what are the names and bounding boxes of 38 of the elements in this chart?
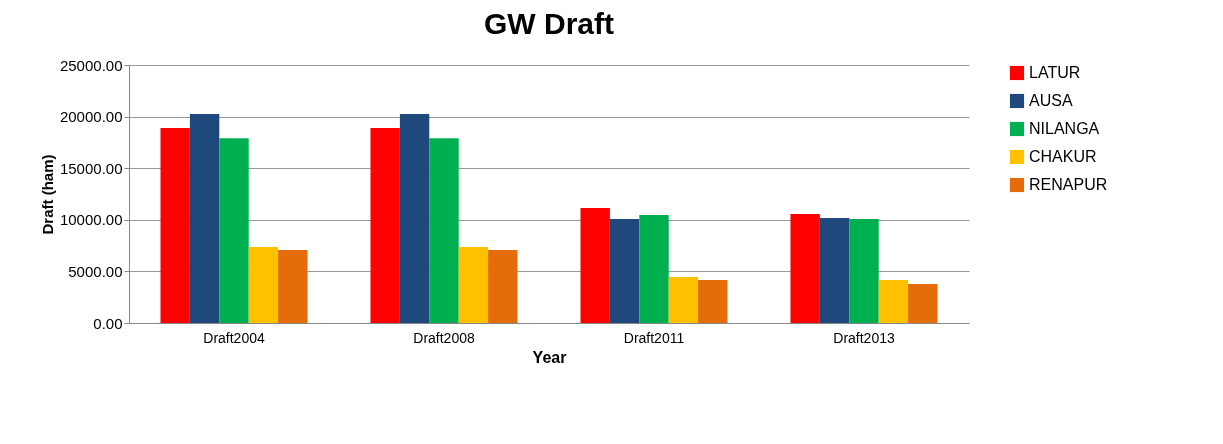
bar [790,214,820,323]
y-tick-label: 15000.00 [59,159,123,177]
bar [458,247,489,323]
bar [819,218,850,323]
legend-label: NILANGA [1029,120,1100,137]
legend-label: LATUR [1029,64,1081,81]
legend-label: CHAKUR [1029,148,1097,165]
bar [488,250,518,323]
bar [878,279,909,323]
y-tick-label: 10000.00 [59,211,123,229]
bar [668,276,699,323]
bar [609,218,640,323]
chart-title: GW Draft [484,7,614,40]
y-tick-label: 25000.00 [59,56,123,74]
legend-label: RENAPUR [1029,176,1108,193]
x-tick-label: Draft2004 [203,329,265,346]
x-tick-label: Draft2011 [623,329,685,346]
bar [908,283,938,323]
x-axis-title: Year [532,348,567,366]
bar [278,250,308,323]
bar [849,218,879,323]
bar [189,114,220,323]
bar [248,247,279,323]
y-tick-label: 0.00 [93,314,123,332]
y-tick-label: 5000.00 [68,262,123,280]
x-tick-label: Draft2008 [413,329,475,346]
x-tick-label: Draft2013 [833,329,895,346]
y-tick-label: 20000.00 [59,108,123,126]
bar [639,214,669,323]
bar [698,279,728,323]
bar [429,138,459,323]
bar [370,127,400,323]
bar [160,127,190,323]
y-axis-title: Draft (ham) [38,154,56,235]
bar [399,114,430,323]
legend-label: AUSA [1029,92,1073,109]
bar [580,208,610,323]
bar [219,138,249,323]
